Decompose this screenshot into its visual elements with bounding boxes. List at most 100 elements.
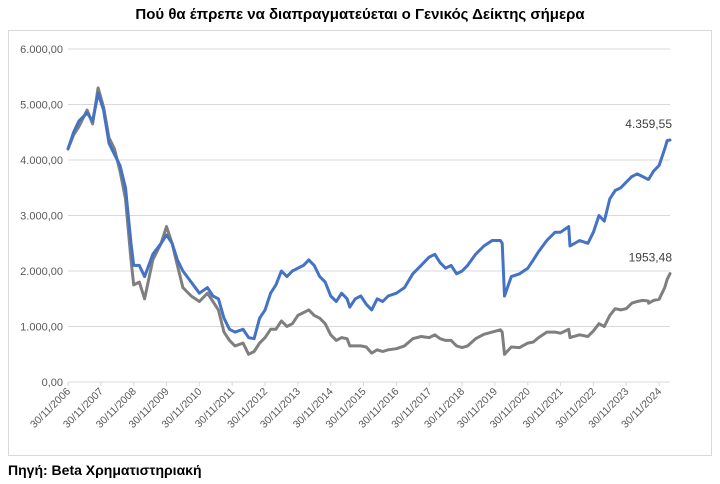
data-point [387, 349, 390, 351]
data-point [619, 187, 622, 189]
data-point [113, 153, 116, 156]
series-end-label: 4.359,55 [625, 117, 672, 131]
y-tick-label: 6.000,00 [20, 44, 63, 56]
data-point [428, 336, 431, 339]
data-point [275, 328, 277, 331]
data-point [403, 286, 406, 289]
data-point [171, 242, 173, 245]
data-point [324, 322, 327, 325]
data-point [439, 337, 441, 340]
data-point [532, 259, 535, 261]
series-line [66, 86, 672, 356]
data-point [466, 345, 469, 347]
data-point [354, 298, 357, 300]
data-point [335, 300, 338, 303]
data-point [455, 345, 458, 347]
data-point [212, 295, 214, 297]
data-point [474, 253, 477, 256]
data-point [182, 286, 184, 289]
data-point [253, 337, 255, 340]
data-point [420, 264, 422, 267]
data-point [91, 120, 94, 122]
data-point [308, 309, 310, 311]
data-point [223, 331, 225, 333]
data-point [234, 331, 236, 333]
series-end-label: 1953,48 [629, 251, 673, 265]
data-point [483, 333, 485, 336]
data-point [138, 264, 141, 267]
data-point [280, 270, 283, 272]
data-point [387, 295, 390, 297]
data-point [663, 148, 666, 150]
data-point [603, 325, 606, 328]
data-point [395, 292, 398, 295]
data-point [308, 259, 310, 261]
data-point [587, 242, 589, 245]
data-point [190, 295, 192, 297]
data-point [329, 334, 332, 336]
data-point [228, 339, 231, 342]
data-point [592, 330, 595, 332]
data-point [217, 309, 220, 311]
data-point [567, 328, 570, 331]
data-point [280, 320, 283, 322]
data-point [365, 346, 368, 348]
data-point [491, 239, 494, 242]
data-point [176, 264, 179, 267]
data-point [527, 342, 529, 344]
data-point [340, 336, 343, 339]
end-labels: 4.359,55 1953,48 [625, 117, 672, 265]
data-point [503, 295, 506, 297]
data-point [537, 336, 540, 339]
data-point [360, 295, 362, 297]
data-point [669, 272, 671, 275]
data-point [97, 87, 99, 89]
chart-title: Πού θα έπρεπε να διαπραγματεύεται ο Γενι… [135, 6, 585, 23]
data-point [130, 242, 132, 245]
data-point [302, 311, 305, 314]
data-point [499, 329, 502, 331]
data-point [291, 270, 294, 272]
data-point [138, 281, 141, 283]
data-point [152, 253, 154, 256]
data-point [598, 322, 600, 325]
y-tick-label: 1.000,00 [20, 322, 63, 334]
data-point [198, 292, 201, 295]
data-point [619, 309, 622, 311]
data-point [346, 337, 348, 340]
data-point [666, 139, 668, 142]
data-point [313, 264, 316, 267]
data-point [78, 125, 80, 128]
data-point [546, 331, 548, 333]
data-point [444, 339, 447, 342]
data-point [349, 345, 351, 347]
data-point [474, 337, 477, 340]
data-point [86, 109, 88, 111]
y-tick-label: 0,00 [42, 377, 63, 389]
data-point [578, 239, 581, 242]
data-point [302, 264, 305, 267]
data-point [206, 286, 209, 289]
data-point [625, 307, 627, 310]
data-point [647, 300, 649, 302]
data-point [501, 242, 504, 245]
data-point [130, 259, 132, 261]
data-point [324, 281, 327, 283]
data-point [91, 123, 94, 125]
data-point [569, 336, 571, 339]
data-point [527, 267, 529, 269]
data-point [434, 253, 436, 256]
data-point [510, 346, 513, 348]
data-point [297, 267, 299, 269]
data-point [444, 267, 447, 269]
data-point [537, 250, 540, 253]
data-point [242, 328, 244, 331]
data-point [297, 314, 299, 317]
data-point [234, 345, 236, 347]
data-point [434, 334, 436, 336]
data-point [67, 148, 69, 150]
data-point [592, 231, 595, 233]
data-point [119, 164, 121, 167]
data-point [370, 309, 373, 311]
data-point [360, 345, 362, 347]
